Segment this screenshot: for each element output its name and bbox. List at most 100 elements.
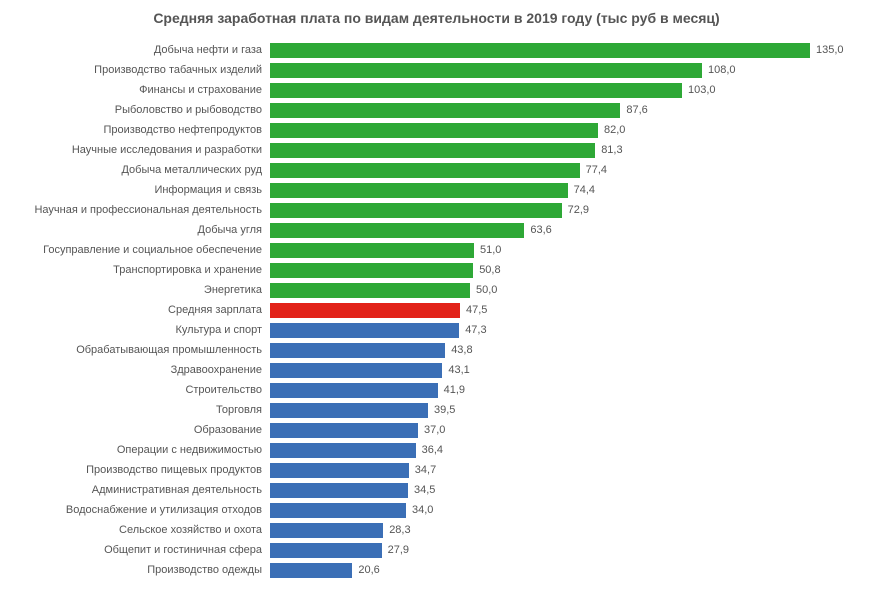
- bar: [270, 43, 810, 58]
- bar-row: Сельское хозяйство и охота28,3: [10, 520, 863, 540]
- chart-body: Добыча нефти и газа135,0Производство таб…: [10, 40, 863, 580]
- bar-label: Производство одежды: [10, 564, 270, 576]
- bar: [270, 483, 408, 498]
- bar-label: Добыча металлических руд: [10, 164, 270, 176]
- bar-value: 63,6: [530, 224, 551, 236]
- bar-value: 37,0: [424, 424, 445, 436]
- bar-value: 50,8: [479, 264, 500, 276]
- bar-row: Производство нефтепродуктов82,0: [10, 120, 863, 140]
- bar-area: 50,0: [270, 280, 863, 300]
- bar-label: Обрабатывающая промышленность: [10, 344, 270, 356]
- bar-value: 81,3: [601, 144, 622, 156]
- bar-label: Строительство: [10, 384, 270, 396]
- bar-area: 34,0: [270, 500, 863, 520]
- bar-value: 27,9: [388, 544, 409, 556]
- bar-value: 74,4: [574, 184, 595, 196]
- bar-value: 108,0: [708, 64, 736, 76]
- bar: [270, 183, 568, 198]
- bar-area: 72,9: [270, 200, 863, 220]
- bar-label: Общепит и гостиничная сфера: [10, 544, 270, 556]
- bar-area: 47,5: [270, 300, 863, 320]
- bar-value: 36,4: [422, 444, 443, 456]
- bar-value: 43,1: [448, 364, 469, 376]
- bar-value: 34,7: [415, 464, 436, 476]
- bar-label: Научная и профессиональная деятельность: [10, 204, 270, 216]
- bar-area: 87,6: [270, 100, 863, 120]
- bar-value: 47,5: [466, 304, 487, 316]
- bar-value: 72,9: [568, 204, 589, 216]
- bar: [270, 343, 445, 358]
- bar-area: 135,0: [270, 40, 863, 60]
- bar-area: 77,4: [270, 160, 863, 180]
- bar-row: Научная и профессиональная деятельность 7…: [10, 200, 863, 220]
- bar-value: 47,3: [465, 324, 486, 336]
- bar: [270, 423, 418, 438]
- bar: [270, 563, 352, 578]
- bar-area: 41,9: [270, 380, 863, 400]
- bar-label: Культура и спорт: [10, 324, 270, 336]
- bar-row: Строительство 41,9: [10, 380, 863, 400]
- bar-row: Культура и спорт 47,3: [10, 320, 863, 340]
- salary-chart: Средняя заработная плата по видам деятел…: [0, 0, 883, 606]
- bar-label: Производство пищевых продуктов: [10, 464, 270, 476]
- bar: [270, 103, 620, 118]
- bar: [270, 243, 474, 258]
- bar-row: Операции с недвижимостью36,4: [10, 440, 863, 460]
- bar-row: Научные исследования и разработки 81,3: [10, 140, 863, 160]
- bar-row: Информация и связь 74,4: [10, 180, 863, 200]
- bar-area: 37,0: [270, 420, 863, 440]
- bar-row: Производство одежды 20,6: [10, 560, 863, 580]
- bar: [270, 263, 473, 278]
- bar-value: 20,6: [358, 564, 379, 576]
- bar-area: 43,1: [270, 360, 863, 380]
- bar-row: Рыболовство и рыбоводство87,6: [10, 100, 863, 120]
- bar-value: 34,0: [412, 504, 433, 516]
- bar-value: 103,0: [688, 84, 716, 96]
- bar-area: 39,5: [270, 400, 863, 420]
- bar-area: 82,0: [270, 120, 863, 140]
- bar: [270, 283, 470, 298]
- bar: [270, 383, 438, 398]
- bar-row: Госуправление и социальное обеспечение51…: [10, 240, 863, 260]
- bar-label: Водоснабжение и утилизация отходов: [10, 504, 270, 516]
- bar-label: Производство нефтепродуктов: [10, 124, 270, 136]
- bar-area: 103,0: [270, 80, 863, 100]
- bar-label: Добыча угля: [10, 224, 270, 236]
- bar-area: 36,4: [270, 440, 863, 460]
- bar-label: Научные исследования и разработки: [10, 144, 270, 156]
- bar: [270, 223, 524, 238]
- bar: [270, 143, 595, 158]
- bar-row: Добыча нефти и газа135,0: [10, 40, 863, 60]
- bar: [270, 303, 460, 318]
- bar-value: 43,8: [451, 344, 472, 356]
- bar-value: 87,6: [626, 104, 647, 116]
- bar-row: Добыча металлических руд77,4: [10, 160, 863, 180]
- bar-label: Транспортировка и хранение: [10, 264, 270, 276]
- bar-label: Средняя зарплата: [10, 304, 270, 316]
- bar-row: Образование 37,0: [10, 420, 863, 440]
- bar-label: Здравоохранение: [10, 364, 270, 376]
- bar-row: Обрабатывающая промышленность 43,8: [10, 340, 863, 360]
- bar-area: 50,8: [270, 260, 863, 280]
- bar: [270, 363, 442, 378]
- bar-label: Госуправление и социальное обеспечение: [10, 244, 270, 256]
- bar-label: Торговля: [10, 404, 270, 416]
- bar-area: 43,8: [270, 340, 863, 360]
- bar-area: 81,3: [270, 140, 863, 160]
- bar-label: Образование: [10, 424, 270, 436]
- bar-value: 135,0: [816, 44, 844, 56]
- bar-label: Информация и связь: [10, 184, 270, 196]
- bar-row: Энергетика50,0: [10, 280, 863, 300]
- bar-value: 41,9: [444, 384, 465, 396]
- bar-row: Производство пищевых продуктов 34,7: [10, 460, 863, 480]
- bar-area: 28,3: [270, 520, 863, 540]
- bar-label: Административная деятельность: [10, 484, 270, 496]
- bar-area: 47,3: [270, 320, 863, 340]
- bar: [270, 63, 702, 78]
- bar-row: Общепит и гостиничная сфера 27,9: [10, 540, 863, 560]
- bar-label: Финансы и страхование: [10, 84, 270, 96]
- bar: [270, 123, 598, 138]
- bar-value: 34,5: [414, 484, 435, 496]
- bar-row: Здравоохранение 43,1: [10, 360, 863, 380]
- bar: [270, 443, 416, 458]
